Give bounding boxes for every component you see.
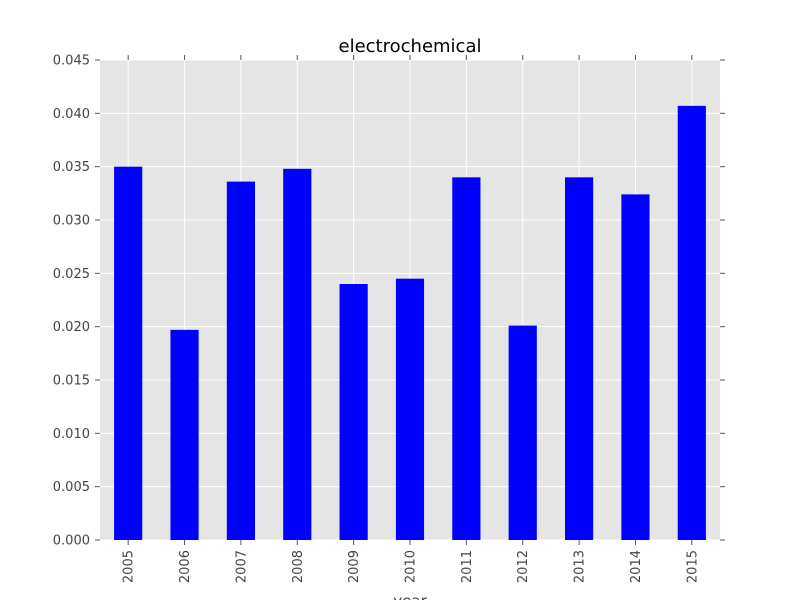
x-tick-label: 2008 xyxy=(291,550,306,583)
x-tick-label: 2015 xyxy=(685,550,700,583)
x-tick-label: 2007 xyxy=(234,550,249,583)
bar-2014 xyxy=(621,194,650,540)
x-tick-label: 2010 xyxy=(404,550,419,583)
bar-2015 xyxy=(677,105,706,540)
bar-2007 xyxy=(226,181,255,540)
y-tick-label: 0.000 xyxy=(53,534,90,549)
bar-2009 xyxy=(339,284,368,540)
x-tick-label: 2009 xyxy=(347,550,362,583)
chart-title: electrochemical xyxy=(339,36,482,57)
x-tick-label: 2005 xyxy=(122,550,137,583)
y-tick-label: 0.005 xyxy=(53,480,90,495)
x-axis-label: year xyxy=(393,592,427,600)
y-tick-label: 0.030 xyxy=(53,214,90,229)
bar-2012 xyxy=(508,325,537,540)
y-tick-label: 0.025 xyxy=(53,267,90,282)
y-axis-tick-labels: 0.000 0.005 0.010 0.015 0.020 0.025 0.030 0.035… xyxy=(53,54,90,549)
y-tick-label: 0.015 xyxy=(53,374,90,389)
axis-ticks xyxy=(95,55,725,545)
x-axis-tick-labels: 2005 2006 2007 2008 2009 2010 2011 2012 2013 2014… xyxy=(122,550,701,583)
bars xyxy=(114,105,706,541)
y-tick-label: 0.045 xyxy=(53,54,90,69)
bar-2010 xyxy=(395,278,425,540)
y-tick-label: 0.020 xyxy=(53,320,90,335)
x-tick-label: 2013 xyxy=(573,550,588,583)
x-tick-label: 2006 xyxy=(178,550,193,583)
y-tick-label: 0.010 xyxy=(53,427,90,442)
bar-2011 xyxy=(452,177,481,541)
y-tick-label: 0.040 xyxy=(53,107,90,122)
bar-2008 xyxy=(283,168,312,541)
y-tick-label: 0.035 xyxy=(53,160,90,175)
x-tick-label: 2014 xyxy=(629,550,644,583)
x-tick-label: 2011 xyxy=(460,550,475,583)
bar-2005 xyxy=(114,166,143,540)
x-tick-label: 2012 xyxy=(516,550,531,583)
bar-2013 xyxy=(565,177,594,541)
bar-2006 xyxy=(170,329,199,540)
